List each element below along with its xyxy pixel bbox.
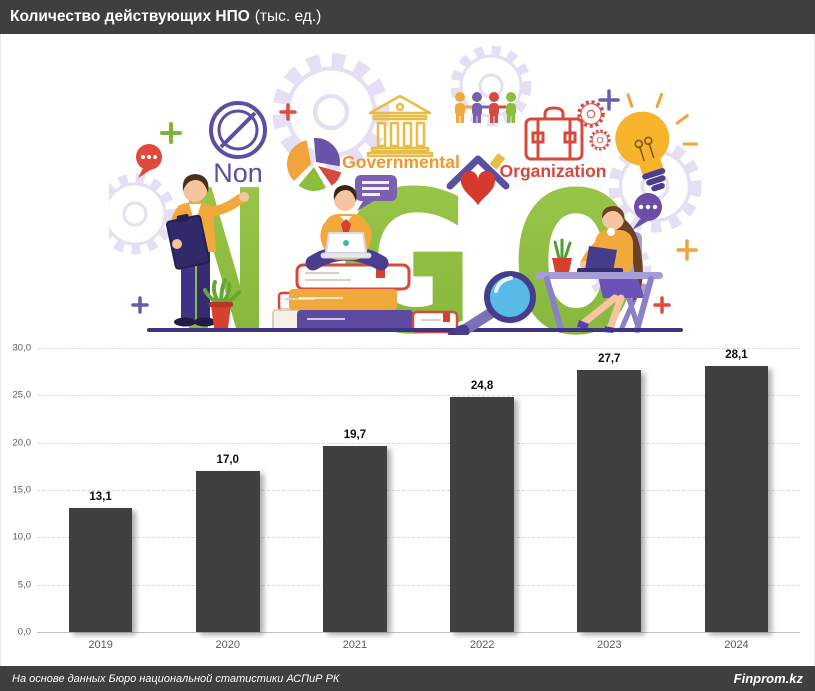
gridline [37,490,800,491]
gridline [37,632,800,633]
footer-bar: На основе данных Бюро национальной стати… [0,666,815,691]
books-stack [272,263,459,334]
gridline [37,395,800,397]
bar-value-label: 27,7 [598,352,621,365]
plus-decorations [131,89,698,314]
x-axis-label: 2021 [342,639,368,651]
gridline [37,537,800,539]
x-axis-label: 2020 [215,639,240,651]
family-icon [455,92,516,123]
speech-bubble-purple-icon [632,193,662,230]
bar-slot: 28,1 [673,348,800,632]
briefcase-icon [524,106,584,161]
page-title-units: (тыс. ед.) [254,8,322,25]
desk-plant [552,238,572,272]
non-label: Non [213,158,263,188]
bar-value-label: 19,7 [343,428,367,441]
gridline [37,584,800,586]
bar-2024: 28,1 [704,349,769,632]
bars: 13,1 17,0 19,7 24,8 27,7 28,1 [37,348,800,632]
y-tick-label: 10,0 [12,531,32,543]
chart-area: N G O Non Gov [0,34,815,666]
house-heart-icon [446,153,510,205]
ground-line [147,328,683,332]
gridline [37,442,800,444]
bar-2021: 19,7 [323,429,387,632]
y-tick-label: 30,0 [12,342,32,354]
person-with-clipboard [165,174,249,327]
bar-slot: 24,8 [419,348,546,632]
magnifier-icon [447,271,536,335]
potted-plant [203,278,241,328]
page-title: Количество действующих НПО [10,8,250,25]
brand-label: Finprom.kz [733,671,803,686]
lightbulb-icon [615,92,699,192]
prohibition-icon [209,101,267,159]
ngo-illustration: N G O Non Gov [109,45,709,335]
organization-label: Organization [500,161,607,181]
governmental-label: Governmental [342,152,460,172]
bar-value-label: 17,0 [216,454,239,467]
y-tick-label: 5,0 [17,579,31,591]
speech-bubble-red-icon [136,144,162,178]
y-tick-label: 25,0 [12,389,32,401]
bar-slot: 19,7 [291,348,418,632]
x-labels: 2019 2020 2021 2022 2023 2024 [37,639,800,651]
x-axis-label: 2023 [597,639,622,651]
bar-value-label: 28,1 [725,349,748,361]
pie-chart-icon [286,138,342,192]
title-bar: Количество действующих НПО (тыс. ед.) [0,0,815,34]
y-tick-label: 0,0 [17,626,31,638]
bar-slot: 17,0 [164,348,291,632]
y-tick-label: 20,0 [12,437,32,449]
person-on-books [305,185,389,271]
source-note: На основе данных Бюро национальной стати… [12,672,340,685]
plot-area: 30,0 25,0 20,0 15,0 10,0 5,0 0,0 13,1 17,0 19,7 2… [13,343,800,651]
bar-2022: 24,8 [450,380,514,632]
speech-bubble-lines-icon [355,175,397,211]
x-axis-label: 2024 [724,639,749,651]
x-axis-label: 2022 [469,639,495,651]
bar-value-label: 13,1 [89,491,112,503]
government-building-icon [366,94,434,158]
woman-at-desk [535,206,663,333]
bar-value-label: 24,8 [470,380,494,393]
bar-slot: 13,1 [37,348,164,632]
x-axis-label: 2019 [88,639,113,651]
bar-2023: 27,7 [577,353,642,632]
gridline [37,348,800,349]
bar-2019: 13,1 [68,491,133,632]
y-tick-label: 15,0 [12,484,32,496]
bar-slot: 27,7 [546,348,673,632]
bar-2020: 17,0 [195,454,260,632]
